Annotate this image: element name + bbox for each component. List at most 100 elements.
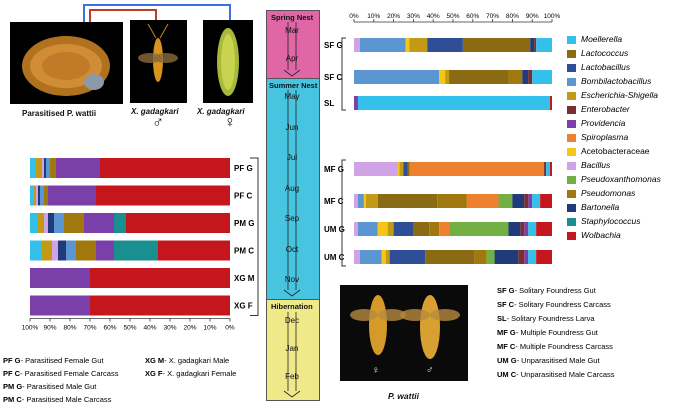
right-bar-sl-providencia <box>354 96 358 110</box>
female-larva-image <box>217 28 239 96</box>
legend-swatch <box>567 162 576 170</box>
right-tick-label: 10% <box>367 13 380 20</box>
key-code: MF G <box>497 328 516 337</box>
right-bar-um-c-moellerella <box>528 250 537 264</box>
month-jul: Jul <box>286 153 298 162</box>
left-bar-pf-c-providencia <box>48 185 96 206</box>
left-bar-pm-g-bombilactobacillus <box>54 213 64 233</box>
wattii-caption: P. wattii <box>388 391 420 401</box>
legend-label: Staphylococcus <box>581 216 641 226</box>
left-tick-label: 10% <box>203 325 216 332</box>
right-tick-label: 30% <box>407 13 420 20</box>
right-bar-um-c-providencia <box>524 250 529 264</box>
legend-item-pseudomonas: Pseudomonas <box>567 188 677 200</box>
right-bar-mf-c-bombilactobacillus <box>357 194 364 208</box>
right-key-entry: UM C- Unparasitised Male Carcass <box>497 370 615 379</box>
left-key-entry: XG F- X. gadagkari Female <box>145 369 236 378</box>
wattii-male-symbol: ♂ <box>426 365 434 376</box>
month-apr: Apr <box>285 54 299 63</box>
right-key-entry: SL- Solitary Foundress Larva <box>497 314 595 323</box>
right-bar-sf-c-bartonella <box>522 70 529 84</box>
left-category-label: PF C <box>234 192 252 201</box>
taxa-legend: Moellerella Lactococcus Lactobacillus Bombi… <box>567 34 677 244</box>
right-bar-sf-c-bombilactobacillus <box>354 70 440 84</box>
left-tick-label: 0% <box>225 325 235 332</box>
key-code: XG F <box>145 369 163 378</box>
left-bar-pf-g-bartonella <box>44 158 46 178</box>
right-bar-mf-g-wolbachia <box>550 162 552 176</box>
legend-swatch <box>567 134 576 142</box>
right-bar-mf-c-lactococcus <box>377 194 438 208</box>
right-bar-mf-c-moellerella <box>532 194 541 208</box>
legend-swatch <box>567 204 576 212</box>
right-bar-um-c-bacillus <box>354 250 360 264</box>
right-bar-sf-g-acetobacteraceae <box>405 38 410 52</box>
key-description: - Multiple Foundress Gut <box>515 328 598 337</box>
right-tick-label: 100% <box>544 13 561 20</box>
legend-label: Bombilactobacillus <box>581 76 652 86</box>
left-bar-xg-f-wolbachia <box>90 295 230 316</box>
left-key-entry: PF G- Parasitised Female Gut <box>3 356 103 365</box>
left-bar-pm-g-staphylococcus <box>114 213 126 233</box>
left-tick-label: 90% <box>43 325 56 332</box>
right-bar-um-g-acetobacteraceae <box>377 222 388 236</box>
legend-item-spiroplasma: Spiroplasma <box>567 132 677 144</box>
wattii-pair-image <box>350 295 460 359</box>
right-bar-sf-c-enterobacter <box>528 70 533 84</box>
right-bar-mf-c-pseudoxanthomonas <box>498 194 513 208</box>
key-code: SF G <box>497 286 515 295</box>
right-key-entry: SF C- Solitary Foundress Carcass <box>497 300 611 309</box>
right-bar-um-c-escherichia-shigella <box>385 250 390 264</box>
right-bar-mf-c-providencia <box>528 194 533 208</box>
key-code: UM G <box>497 356 517 365</box>
legend-swatch <box>567 120 576 128</box>
left-key-entry: XG M- X. gadagkari Male <box>145 356 229 365</box>
key-description: - Solitary Foundress Carcass <box>514 300 611 309</box>
right-bar-sf-c-moellerella <box>532 70 552 84</box>
right-tick-label: 50% <box>446 13 459 20</box>
left-bar-pf-c-wolbachia <box>96 185 230 206</box>
spring-arrow <box>283 22 301 77</box>
left-category-label: XG F <box>234 302 253 311</box>
key-code: XG M <box>145 356 165 365</box>
left-bar-pm-c-moellerella <box>30 240 42 261</box>
left-bar-pm-g-wolbachia <box>126 213 230 233</box>
left-bar-pf-c-moellerella <box>30 185 34 206</box>
legend-item-escherichia-shigella: Escherichia-Shigella <box>567 90 677 102</box>
right-bar-um-g-lactococcus <box>413 222 430 236</box>
legend-label: Pseudoxanthomonas <box>581 174 661 184</box>
month-mar: Mar <box>285 26 299 35</box>
summer-nest-title: Summer Nest <box>269 81 318 90</box>
right-bar-um-g-bacillus <box>354 222 358 236</box>
key-code: UM C <box>497 370 517 379</box>
right-tick-label: 20% <box>387 13 400 20</box>
left-bar-pm-c-bartonella <box>58 240 66 261</box>
right-bar-um-g-pseudomonas <box>429 222 440 236</box>
legend-label: Escherichia-Shigella <box>581 90 659 100</box>
month-aug: Aug <box>284 183 300 193</box>
right-bar-mf-g-lactococcus <box>407 162 410 176</box>
key-description: - Parasitised Male Gut <box>22 382 97 391</box>
right-bar-um-c-bombilactobacillus <box>359 250 382 264</box>
right-bar-mf-g-moellerella <box>546 162 551 176</box>
left-tick-label: 30% <box>163 325 176 332</box>
left-tick-label: 70% <box>83 325 96 332</box>
key-code: MF C <box>497 342 516 351</box>
left-bar-pf-g-moellerella <box>30 158 36 178</box>
left-bar-pf-g-wolbachia <box>100 158 230 178</box>
left-bar-pm-c-escherichia-shigella <box>42 240 52 261</box>
right-tick-label: 90% <box>526 13 539 20</box>
legend-swatch <box>567 148 576 156</box>
right-tick-label: 70% <box>486 13 499 20</box>
legend-item-wolbachia: Wolbachia <box>567 230 677 242</box>
right-key-entry: MF G- Multiple Foundress Gut <box>497 328 598 337</box>
left-bar-xg-m-providencia <box>30 268 90 288</box>
key-description: - Multiple Foundress Carcass <box>515 342 613 351</box>
key-code: SL <box>497 314 507 323</box>
right-bar-um-g-moellerella <box>528 222 537 236</box>
key-description: - Solitary Foundress Larva <box>506 314 595 323</box>
left-bar-pf-g-bacillus <box>42 158 44 178</box>
legend-swatch <box>567 106 576 114</box>
spring-nest-title: Spring Nest <box>271 13 314 22</box>
right-bar-sf-c-pseudomonas <box>508 70 523 84</box>
